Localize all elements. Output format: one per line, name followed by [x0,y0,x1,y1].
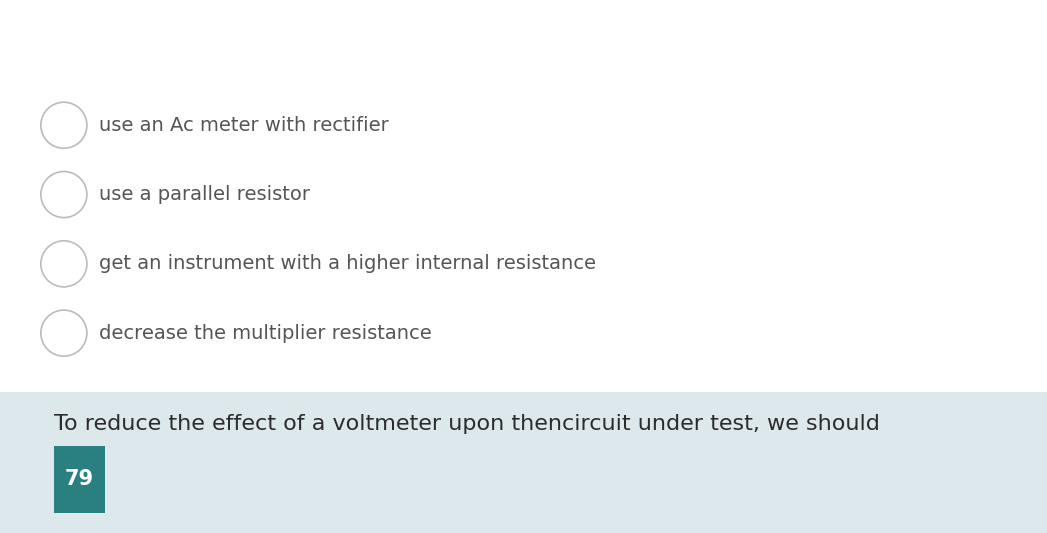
Ellipse shape [41,241,87,287]
FancyBboxPatch shape [0,392,1047,533]
Ellipse shape [41,102,87,148]
Ellipse shape [41,310,87,356]
Text: get an instrument with a higher internal resistance: get an instrument with a higher internal… [99,254,597,273]
Text: decrease the multiplier resistance: decrease the multiplier resistance [99,324,432,343]
Text: 79: 79 [65,470,94,489]
Text: use a parallel resistor: use a parallel resistor [99,185,311,204]
Text: use an Ac meter with rectifier: use an Ac meter with rectifier [99,116,389,135]
FancyBboxPatch shape [54,446,105,513]
Ellipse shape [41,172,87,217]
Text: To reduce the effect of a voltmeter upon thencircuit under test, we should: To reduce the effect of a voltmeter upon… [54,414,881,434]
